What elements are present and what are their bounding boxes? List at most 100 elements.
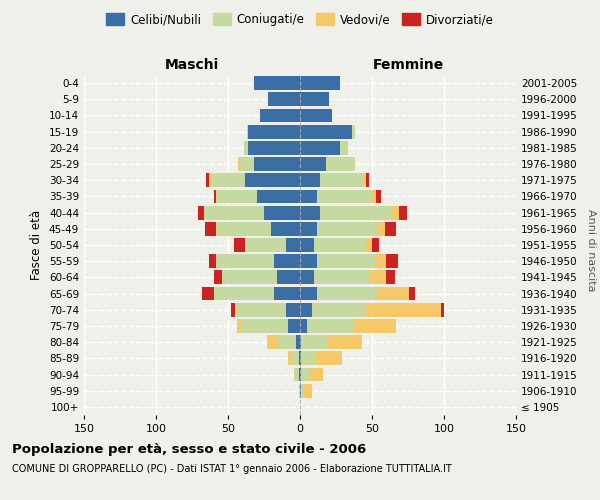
Bar [296, 336, 300, 349]
Bar [286, 303, 300, 316]
Bar [340, 141, 347, 154]
Bar [244, 141, 248, 154]
Bar [300, 368, 301, 382]
Bar [372, 190, 376, 203]
Bar [378, 286, 409, 300]
Bar [307, 319, 353, 333]
Bar [300, 157, 326, 171]
Bar [365, 238, 372, 252]
Bar [300, 352, 301, 365]
Bar [299, 352, 300, 365]
Bar [274, 254, 300, 268]
Bar [314, 238, 365, 252]
Bar [369, 270, 386, 284]
Bar [242, 319, 289, 333]
Bar [316, 352, 342, 365]
Bar [294, 368, 299, 382]
Bar [301, 352, 316, 365]
Bar [317, 190, 372, 203]
Bar [352, 125, 355, 138]
Bar [300, 319, 307, 333]
Bar [286, 238, 300, 252]
Bar [214, 270, 222, 284]
Bar [300, 336, 301, 349]
Text: Popolazione per età, sesso e stato civile - 2006: Popolazione per età, sesso e stato civil… [12, 442, 366, 456]
Bar [378, 222, 385, 235]
Text: Femmine: Femmine [373, 58, 443, 72]
Bar [248, 141, 300, 154]
Bar [320, 174, 364, 187]
Bar [301, 336, 328, 349]
Bar [278, 336, 296, 349]
Bar [245, 174, 300, 187]
Bar [409, 286, 415, 300]
Bar [203, 206, 264, 220]
Bar [214, 190, 217, 203]
Bar [386, 254, 398, 268]
Bar [300, 190, 317, 203]
Bar [300, 303, 311, 316]
Bar [300, 174, 320, 187]
Bar [392, 206, 400, 220]
Bar [231, 303, 235, 316]
Bar [217, 254, 274, 268]
Bar [248, 125, 300, 138]
Bar [202, 286, 214, 300]
Bar [299, 368, 300, 382]
Bar [254, 157, 300, 171]
Bar [311, 303, 366, 316]
Bar [217, 222, 271, 235]
Bar [236, 319, 242, 333]
Y-axis label: Fasce di età: Fasce di età [31, 210, 43, 280]
Text: Anni di nascita: Anni di nascita [586, 209, 596, 291]
Bar [366, 303, 441, 316]
Text: Maschi: Maschi [165, 58, 219, 72]
Bar [268, 92, 300, 106]
Bar [271, 222, 300, 235]
Bar [320, 206, 392, 220]
Legend: Celibi/Nubili, Coniugati/e, Vedovi/e, Divorziati/e: Celibi/Nubili, Coniugati/e, Vedovi/e, Di… [101, 8, 499, 31]
Bar [300, 222, 317, 235]
Text: COMUNE DI GROPPARELLO (PC) - Dati ISTAT 1° gennaio 2006 - Elaborazione TUTTITALI: COMUNE DI GROPPARELLO (PC) - Dati ISTAT … [12, 464, 452, 474]
Bar [317, 222, 378, 235]
Bar [328, 336, 362, 349]
Bar [300, 92, 329, 106]
Bar [300, 286, 317, 300]
Bar [300, 206, 320, 220]
Bar [274, 286, 300, 300]
Bar [300, 125, 352, 138]
Bar [372, 238, 379, 252]
Bar [264, 206, 300, 220]
Bar [289, 352, 292, 365]
Bar [301, 368, 308, 382]
Bar [209, 174, 211, 187]
Bar [289, 319, 300, 333]
Bar [214, 286, 274, 300]
Bar [247, 125, 248, 138]
Bar [206, 174, 209, 187]
Bar [353, 319, 397, 333]
Bar [300, 238, 314, 252]
Bar [375, 254, 386, 268]
Bar [260, 108, 300, 122]
Bar [317, 286, 378, 300]
Bar [205, 222, 217, 235]
Bar [238, 157, 239, 171]
Bar [254, 76, 300, 90]
Bar [234, 238, 245, 252]
Bar [366, 174, 369, 187]
Bar [364, 174, 366, 187]
Bar [217, 190, 257, 203]
Bar [300, 254, 317, 268]
Bar [400, 206, 407, 220]
Bar [300, 108, 332, 122]
Bar [211, 174, 245, 187]
Bar [257, 190, 300, 203]
Bar [239, 157, 254, 171]
Bar [308, 368, 323, 382]
Bar [300, 76, 340, 90]
Bar [292, 352, 299, 365]
Bar [209, 254, 217, 268]
Bar [385, 222, 397, 235]
Bar [317, 254, 375, 268]
